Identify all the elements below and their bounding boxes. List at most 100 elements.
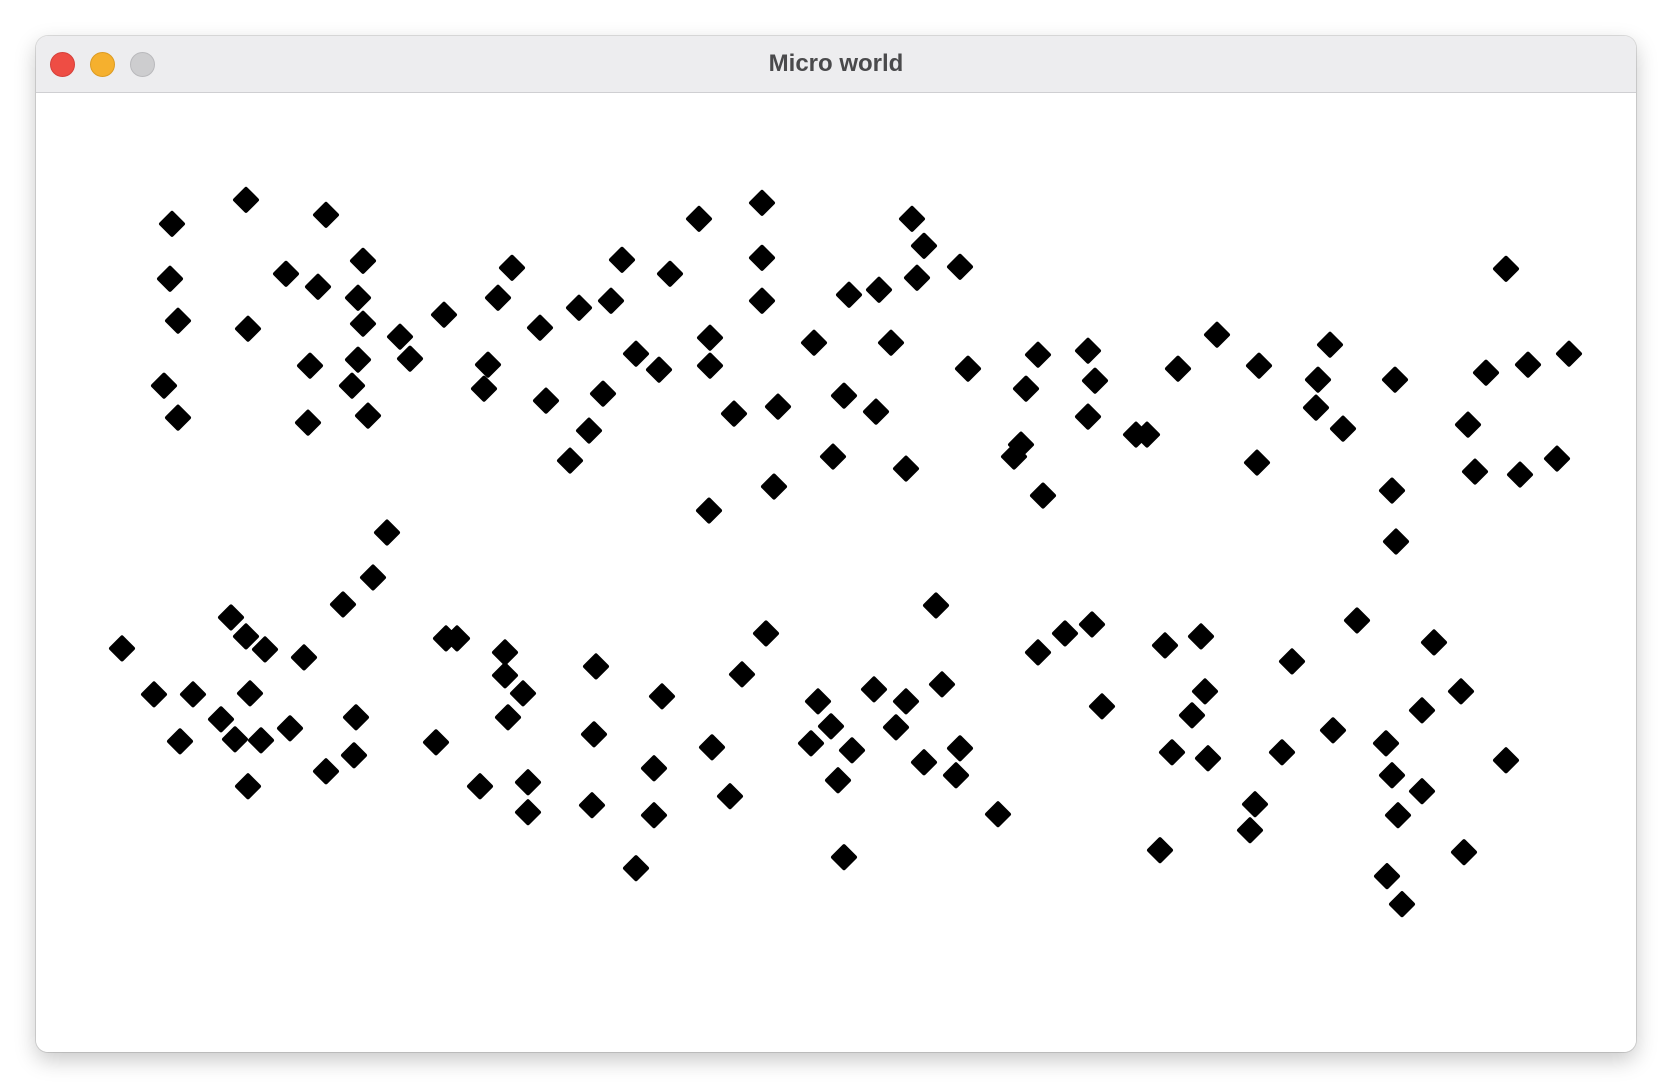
particle-dot [1082, 367, 1108, 394]
particle-dot [397, 345, 423, 372]
particle-dot [579, 792, 605, 819]
particle-dot [1195, 745, 1221, 772]
particle-dot [1204, 321, 1230, 348]
particle-dot [1382, 366, 1408, 393]
particle-dot [1373, 730, 1399, 757]
particle-dot [222, 726, 248, 753]
particle-dot [641, 755, 667, 782]
particle-dot [1159, 739, 1185, 766]
particle-dot [801, 329, 827, 356]
particle-dot [861, 676, 887, 703]
particle-dot [1305, 366, 1331, 393]
particle-dot [943, 762, 969, 789]
particle-dot [355, 402, 381, 429]
particle-dot [485, 284, 511, 311]
particle-dot [1374, 863, 1400, 890]
particle-dot [1493, 747, 1519, 774]
particle-dot [1385, 802, 1411, 829]
particle-dot [297, 352, 323, 379]
particle-dot [818, 713, 844, 740]
zoom-button[interactable] [130, 52, 155, 77]
particle-dot [798, 730, 824, 757]
particle-dot [947, 735, 973, 762]
particle-dot [339, 372, 365, 399]
particle-dot [1493, 255, 1519, 282]
particle-dot [641, 802, 667, 829]
particle-dot [1052, 620, 1078, 647]
particle-dot [305, 273, 331, 300]
particle-dot [649, 683, 675, 710]
particle-dot [235, 315, 261, 342]
particle-dot [1013, 375, 1039, 402]
minimize-button[interactable] [90, 52, 115, 77]
particle-dot [515, 769, 541, 796]
particle-dot [374, 519, 400, 546]
particle-dot [343, 704, 369, 731]
particle-dot [235, 773, 261, 800]
particle-dot [1279, 648, 1305, 675]
particle-dot [157, 265, 183, 292]
particle-dot [233, 186, 259, 213]
particle-dot [1242, 791, 1268, 818]
app-window: Micro world [36, 36, 1636, 1052]
particle-dot [609, 246, 635, 273]
particle-dot [581, 721, 607, 748]
particle-dot [495, 704, 521, 731]
particle-dot [699, 734, 725, 761]
particle-dot [165, 307, 191, 334]
particle-dot [1515, 351, 1541, 378]
particle-dot [1089, 693, 1115, 720]
particle-dot [109, 635, 135, 662]
particle-dot [237, 680, 263, 707]
particle-dot [697, 324, 723, 351]
particle-dot [444, 625, 470, 652]
particle-dot [313, 201, 339, 228]
particle-dot [1409, 778, 1435, 805]
particle-dot [1317, 331, 1343, 358]
particle-dot [167, 728, 193, 755]
title-bar[interactable]: Micro world [36, 36, 1636, 93]
particle-dot [1123, 421, 1149, 448]
particle-dot [929, 671, 955, 698]
particle-dot [947, 253, 973, 280]
particle-dot [277, 715, 303, 742]
particle-dot [805, 688, 831, 715]
particle-dot [350, 247, 376, 274]
particle-dot [686, 205, 712, 232]
particle-dot [467, 773, 493, 800]
particle-dot [765, 393, 791, 420]
particle-dot [1379, 762, 1405, 789]
particle-dot [836, 281, 862, 308]
particle-dot [557, 447, 583, 474]
particle-dot [1455, 411, 1481, 438]
particle-dot [878, 329, 904, 356]
particle-dot [893, 688, 919, 715]
particle-dot [151, 372, 177, 399]
particle-dot [831, 382, 857, 409]
particle-dot [1075, 337, 1101, 364]
particle-dot [623, 340, 649, 367]
particle-dot [350, 310, 376, 337]
particle-dot [1192, 678, 1218, 705]
canvas-area[interactable] [36, 93, 1636, 1052]
particle-dot [825, 767, 851, 794]
particle-dot [985, 801, 1011, 828]
particle-dot [499, 254, 525, 281]
particle-dot [1303, 394, 1329, 421]
particle-dot [218, 604, 244, 631]
particle-dot [820, 443, 846, 470]
particle-dot [911, 232, 937, 259]
particle-dot [492, 662, 518, 689]
particle-dot [1237, 817, 1263, 844]
particle-dot [753, 620, 779, 647]
particle-dot [1473, 359, 1499, 386]
particle-dot [955, 355, 981, 382]
particle-dot [646, 356, 672, 383]
particle-dot [883, 714, 909, 741]
micro-world-canvas[interactable] [36, 93, 1636, 1052]
particle-dot [1025, 639, 1051, 666]
particle-dot [911, 749, 937, 776]
particle-dot [208, 706, 234, 733]
particle-dot [1165, 355, 1191, 382]
close-button[interactable] [50, 52, 75, 77]
